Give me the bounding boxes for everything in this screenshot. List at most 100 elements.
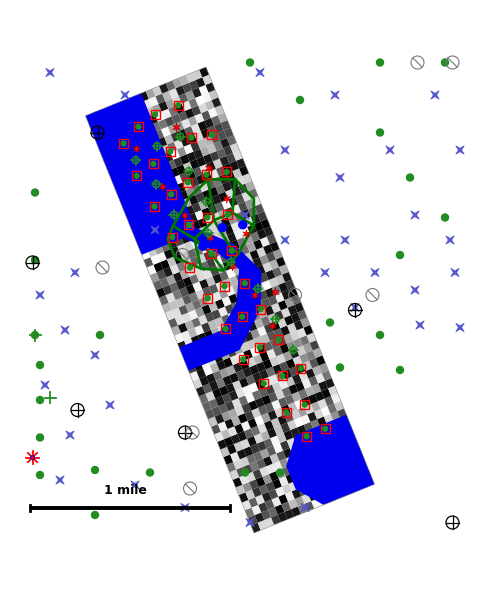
Polygon shape — [266, 367, 276, 377]
Polygon shape — [201, 110, 211, 121]
Polygon shape — [242, 500, 252, 510]
Bar — [296, 364, 306, 373]
Polygon shape — [202, 190, 212, 200]
Circle shape — [280, 373, 284, 379]
Polygon shape — [264, 517, 274, 527]
Polygon shape — [197, 139, 207, 149]
Polygon shape — [183, 162, 193, 172]
Circle shape — [223, 326, 228, 331]
Polygon shape — [240, 324, 250, 334]
Polygon shape — [138, 206, 148, 217]
Circle shape — [376, 129, 384, 136]
Polygon shape — [210, 151, 220, 161]
Polygon shape — [348, 475, 358, 485]
Polygon shape — [198, 236, 207, 246]
Polygon shape — [244, 446, 253, 457]
Polygon shape — [304, 501, 314, 511]
Polygon shape — [155, 208, 165, 219]
Polygon shape — [220, 350, 230, 360]
Polygon shape — [88, 121, 99, 131]
Polygon shape — [230, 240, 240, 250]
Polygon shape — [223, 358, 233, 368]
Polygon shape — [232, 301, 241, 311]
Polygon shape — [152, 122, 161, 132]
Polygon shape — [224, 207, 234, 217]
Polygon shape — [220, 253, 230, 263]
Bar — [207, 249, 216, 258]
Polygon shape — [184, 144, 194, 154]
Polygon shape — [310, 455, 319, 465]
Polygon shape — [224, 340, 234, 350]
Circle shape — [152, 112, 158, 117]
Polygon shape — [167, 257, 176, 267]
Polygon shape — [210, 363, 220, 373]
Polygon shape — [130, 184, 140, 194]
Polygon shape — [125, 115, 135, 125]
Polygon shape — [210, 248, 220, 258]
Polygon shape — [208, 398, 218, 409]
Polygon shape — [146, 168, 156, 178]
Polygon shape — [339, 452, 349, 462]
Polygon shape — [140, 250, 150, 260]
Polygon shape — [146, 185, 156, 196]
Polygon shape — [328, 404, 337, 414]
Polygon shape — [118, 118, 128, 128]
Polygon shape — [286, 376, 295, 387]
Polygon shape — [204, 215, 214, 225]
Polygon shape — [108, 130, 118, 140]
Polygon shape — [217, 245, 226, 256]
Polygon shape — [244, 235, 254, 245]
Polygon shape — [249, 382, 258, 392]
Polygon shape — [221, 217, 230, 227]
Polygon shape — [232, 380, 242, 391]
Polygon shape — [204, 233, 214, 243]
Bar — [149, 159, 158, 168]
Polygon shape — [227, 444, 237, 454]
Polygon shape — [305, 483, 315, 493]
Polygon shape — [162, 188, 172, 198]
Polygon shape — [242, 403, 252, 413]
Polygon shape — [320, 442, 330, 452]
Polygon shape — [202, 383, 212, 394]
Polygon shape — [214, 414, 224, 424]
Polygon shape — [226, 268, 235, 278]
Polygon shape — [330, 447, 339, 457]
Polygon shape — [247, 224, 257, 235]
Polygon shape — [218, 421, 228, 431]
Polygon shape — [228, 329, 237, 340]
Polygon shape — [302, 379, 312, 389]
Polygon shape — [211, 115, 220, 125]
Polygon shape — [309, 358, 319, 368]
Polygon shape — [208, 302, 218, 312]
Polygon shape — [318, 478, 328, 488]
Polygon shape — [182, 180, 192, 190]
Polygon shape — [332, 454, 342, 465]
Polygon shape — [290, 348, 300, 359]
Polygon shape — [202, 208, 211, 218]
Polygon shape — [198, 103, 208, 113]
Polygon shape — [274, 310, 284, 320]
Polygon shape — [140, 152, 150, 163]
Polygon shape — [268, 277, 278, 287]
Polygon shape — [294, 320, 304, 331]
Polygon shape — [218, 209, 228, 220]
Polygon shape — [253, 257, 262, 268]
Polygon shape — [221, 314, 231, 325]
Polygon shape — [208, 107, 218, 118]
Bar — [134, 122, 143, 131]
Polygon shape — [194, 343, 203, 353]
Polygon shape — [214, 353, 223, 363]
Polygon shape — [272, 285, 281, 295]
Polygon shape — [210, 133, 220, 143]
Polygon shape — [294, 435, 303, 445]
Polygon shape — [260, 466, 269, 476]
Polygon shape — [288, 402, 298, 412]
Polygon shape — [282, 369, 292, 379]
Polygon shape — [280, 325, 290, 336]
Polygon shape — [242, 191, 252, 202]
Polygon shape — [280, 458, 289, 469]
Polygon shape — [205, 409, 214, 419]
Polygon shape — [165, 213, 174, 224]
Polygon shape — [182, 101, 192, 111]
Polygon shape — [155, 112, 164, 122]
